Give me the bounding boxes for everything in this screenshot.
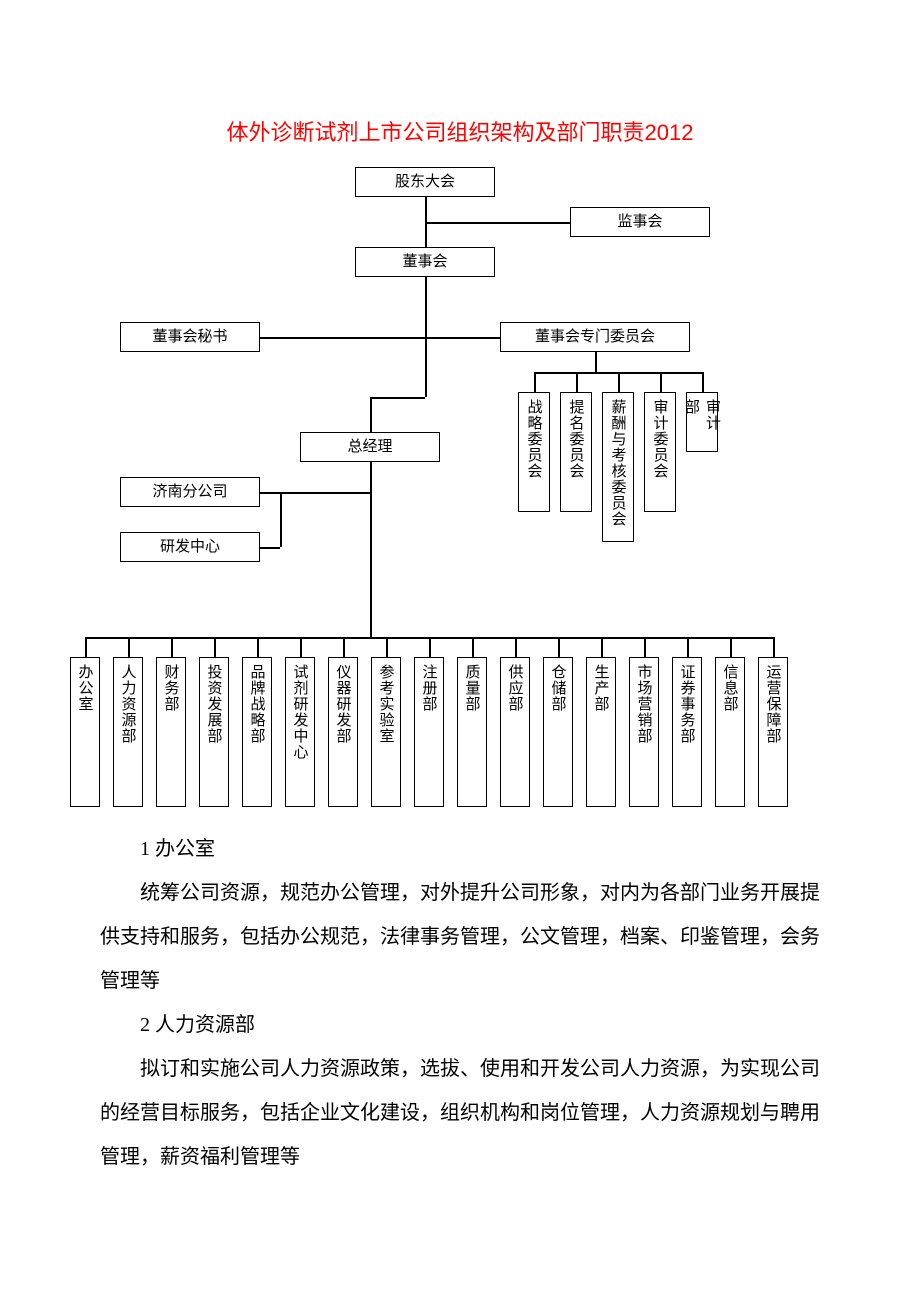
dept-d12: 仓储部 — [543, 657, 573, 807]
section-heading-2: 2 人力资源部 — [100, 1003, 820, 1047]
document-title: 体外诊断试剂上市公司组织架构及部门职责2012 — [100, 115, 820, 147]
connector-line — [280, 492, 282, 547]
committee-c2: 提名委员会 — [560, 392, 592, 512]
connector-line — [260, 492, 280, 494]
connector-line — [534, 372, 536, 392]
node-gm: 总经理 — [300, 432, 440, 462]
connector-line — [515, 637, 517, 657]
committee-c4: 审计委员会 — [644, 392, 676, 512]
committee-c1: 战略委员会 — [518, 392, 550, 512]
connector-line — [300, 637, 302, 657]
connector-line — [601, 637, 603, 657]
connector-line — [687, 637, 689, 657]
dept-d7: 仪器研发部 — [328, 657, 358, 807]
dept-d10: 质量部 — [457, 657, 487, 807]
section-text-2: 拟订和实施公司人力资源政策，选拔、使用和开发公司人力资源，为实现公司的经营目标服… — [100, 1047, 820, 1179]
dept-d5: 品牌战略部 — [242, 657, 272, 807]
dept-d16: 信息部 — [715, 657, 745, 807]
connector-line — [171, 637, 173, 657]
connector-line — [257, 637, 259, 657]
connector-line — [214, 637, 216, 657]
connector-line — [644, 637, 646, 657]
section-text-1: 统筹公司资源，规范办公管理，对外提升公司形象，对内为各部门业务开展提供支持和服务… — [100, 871, 820, 1003]
node-sup: 监事会 — [570, 207, 710, 237]
dept-d4: 投资发展部 — [199, 657, 229, 807]
connector-line — [773, 637, 775, 657]
connector-line — [370, 627, 372, 637]
dept-d13: 生产部 — [586, 657, 616, 807]
dept-d14: 市场营销部 — [629, 657, 659, 807]
dept-d15: 证券事务部 — [672, 657, 702, 807]
connector-line — [730, 637, 732, 657]
committee-c5: 审计部 — [686, 392, 718, 452]
connector-line — [386, 637, 388, 657]
dept-d3: 财务部 — [156, 657, 186, 807]
dept-d6: 试剂研发中心 — [285, 657, 315, 807]
connector-line — [472, 637, 474, 657]
connector-line — [128, 637, 130, 657]
node-sec: 董事会秘书 — [120, 322, 260, 352]
committee-c3: 薪酬与考核委员会 — [602, 392, 634, 542]
connector-line — [425, 337, 427, 397]
dept-d8: 参考实验室 — [371, 657, 401, 807]
connector-line — [618, 372, 620, 392]
connector-line — [260, 337, 500, 339]
connector-line — [370, 462, 372, 627]
dept-d11: 供应部 — [500, 657, 530, 807]
connector-line — [260, 547, 280, 549]
node-board: 董事会 — [355, 247, 495, 277]
connector-line — [429, 637, 431, 657]
connector-line — [702, 372, 704, 392]
connector-line — [576, 372, 578, 392]
connector-line — [558, 637, 560, 657]
connector-line — [85, 637, 87, 657]
dept-d1: 办公室 — [70, 657, 100, 807]
connector-line — [595, 352, 597, 372]
node-cmt: 董事会专门委员会 — [500, 322, 690, 352]
org-chart: 股东大会监事会董事会董事会秘书 董事会专门委员会总经理济南分公司研发中心 战略委员会… — [100, 157, 820, 817]
connector-line — [425, 277, 427, 337]
node-jn: 济南分公司 — [120, 477, 260, 507]
connector-line — [660, 372, 662, 392]
document-page: 体外诊断试剂上市公司组织架构及部门职责2012 股东大会监事会董事会董事会秘书 董… — [0, 0, 920, 1239]
connector-line — [343, 637, 345, 657]
connector-line — [370, 397, 425, 399]
body-text: 1 办公室统筹公司资源，规范办公管理，对外提升公司形象，对内为各部门业务开展提供… — [100, 827, 820, 1179]
dept-d17: 运营保障部 — [758, 657, 788, 807]
section-heading-1: 1 办公室 — [100, 827, 820, 871]
connector-line — [370, 397, 372, 432]
connector-line — [425, 222, 570, 224]
dept-d9: 注册部 — [414, 657, 444, 807]
node-sh: 股东大会 — [355, 167, 495, 197]
node-rd: 研发中心 — [120, 532, 260, 562]
dept-d2: 人力资源部 — [113, 657, 143, 807]
